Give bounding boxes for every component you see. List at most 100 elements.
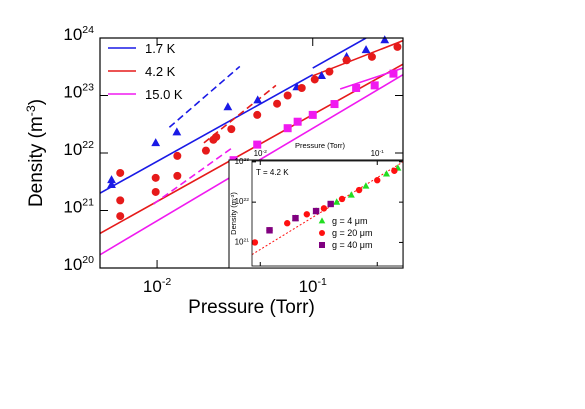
x-tick-label: 10-1: [299, 276, 327, 297]
point: [308, 110, 317, 119]
point: [251, 239, 259, 246]
legend-swatch: [319, 242, 325, 248]
y-tick-label-base: 10: [235, 157, 244, 166]
x-tick-label: 10-2: [254, 149, 268, 158]
point: [172, 127, 182, 136]
point: [116, 168, 125, 177]
point: [312, 207, 320, 215]
point: [284, 220, 291, 227]
point: [201, 146, 210, 155]
legend-label: 15.0 K: [145, 87, 183, 102]
y-tick-label: 1023: [235, 157, 250, 166]
y-tick-label-base: 10: [63, 255, 82, 274]
y-tick-label-base: 10: [235, 197, 244, 206]
x-tick-label-base: 10: [371, 149, 380, 158]
point: [382, 170, 391, 177]
y-tick-label-sup: 21: [243, 237, 249, 243]
point: [342, 56, 351, 65]
y-tick-label-sup: 21: [82, 196, 94, 208]
y-axis-label-tail: ): [26, 99, 47, 105]
annotation: T = 4.2 K: [256, 168, 289, 177]
point: [116, 196, 125, 205]
y-tick-label-base: 10: [63, 198, 82, 217]
point: [367, 52, 376, 61]
point: [253, 140, 262, 149]
x-tick-label-base: 10: [299, 277, 318, 296]
y-tick-label: 1020: [63, 254, 94, 275]
point: [151, 187, 160, 196]
point: [173, 151, 182, 160]
point: [333, 198, 341, 205]
point: [223, 102, 233, 111]
point: [370, 81, 379, 90]
point: [338, 195, 346, 203]
y-tick-label: 1021: [63, 196, 94, 217]
legend-swatch: [319, 230, 325, 236]
point: [273, 99, 282, 108]
x-tick-label-sup: -2: [162, 276, 172, 288]
fit-line: [312, 38, 367, 69]
x-tick-label: 10-2: [143, 276, 171, 297]
legend-label: 4.2 K: [145, 64, 176, 79]
point: [227, 125, 236, 134]
point: [173, 171, 182, 180]
point: [317, 71, 326, 80]
y-axis-label-text: Density (m: [26, 116, 47, 207]
x-tick-label: 10-1: [371, 149, 385, 158]
point: [303, 211, 311, 218]
legend-swatch: [318, 217, 326, 224]
legend-label: g = 20 μm: [332, 228, 372, 238]
y-tick-label-base: 10: [63, 83, 82, 102]
point: [362, 182, 370, 189]
point: [361, 45, 371, 54]
y-axis-label-sup: -3: [24, 105, 38, 116]
point: [320, 205, 328, 212]
point: [266, 227, 273, 234]
x-tick-label-base: 10: [143, 277, 162, 296]
point: [107, 175, 116, 184]
x-axis-label: Pressure (Torr): [295, 141, 346, 150]
plot-frame: [251, 160, 404, 267]
point: [330, 100, 339, 109]
point: [253, 95, 263, 104]
y-axis-label-tail: ): [229, 192, 238, 195]
point: [325, 67, 334, 76]
point: [116, 212, 125, 221]
fit-line: [153, 147, 232, 205]
y-tick-label-sup: 24: [82, 24, 94, 36]
y-tick-label: 1024: [63, 24, 94, 45]
point: [283, 91, 292, 100]
y-tick-label: 1022: [63, 139, 94, 160]
point: [283, 124, 292, 133]
point: [355, 186, 363, 194]
point: [293, 117, 302, 126]
y-tick-label-sup: 23: [243, 157, 249, 163]
y-axis-label: Density (m-3): [229, 192, 238, 235]
y-tick-label-base: 10: [63, 25, 82, 44]
y-tick-label-base: 10: [63, 140, 82, 159]
point: [352, 84, 361, 93]
point: [297, 84, 306, 93]
point: [151, 173, 160, 182]
y-axis-label-sup: -3: [230, 194, 236, 199]
point: [253, 110, 262, 119]
point: [389, 69, 398, 78]
y-tick-label: 1022: [235, 197, 250, 206]
y-tick-label-sup: 23: [82, 81, 94, 93]
point: [391, 167, 398, 174]
legend-label: g = 4 μm: [332, 216, 367, 226]
y-tick-label-sup: 22: [82, 139, 94, 151]
point: [292, 214, 299, 222]
point: [393, 42, 402, 51]
y-axis-label-text: Density (m: [229, 199, 238, 235]
fit-line: [100, 74, 314, 194]
x-tick-label-sup: -2: [263, 149, 268, 155]
point: [347, 191, 355, 198]
x-tick-label-base: 10: [254, 149, 263, 158]
point: [212, 132, 221, 141]
x-tick-label-sup: -1: [318, 276, 328, 288]
legend-label: 1.7 K: [145, 41, 176, 56]
x-tick-label-sup: -1: [379, 149, 384, 155]
point: [374, 177, 381, 184]
